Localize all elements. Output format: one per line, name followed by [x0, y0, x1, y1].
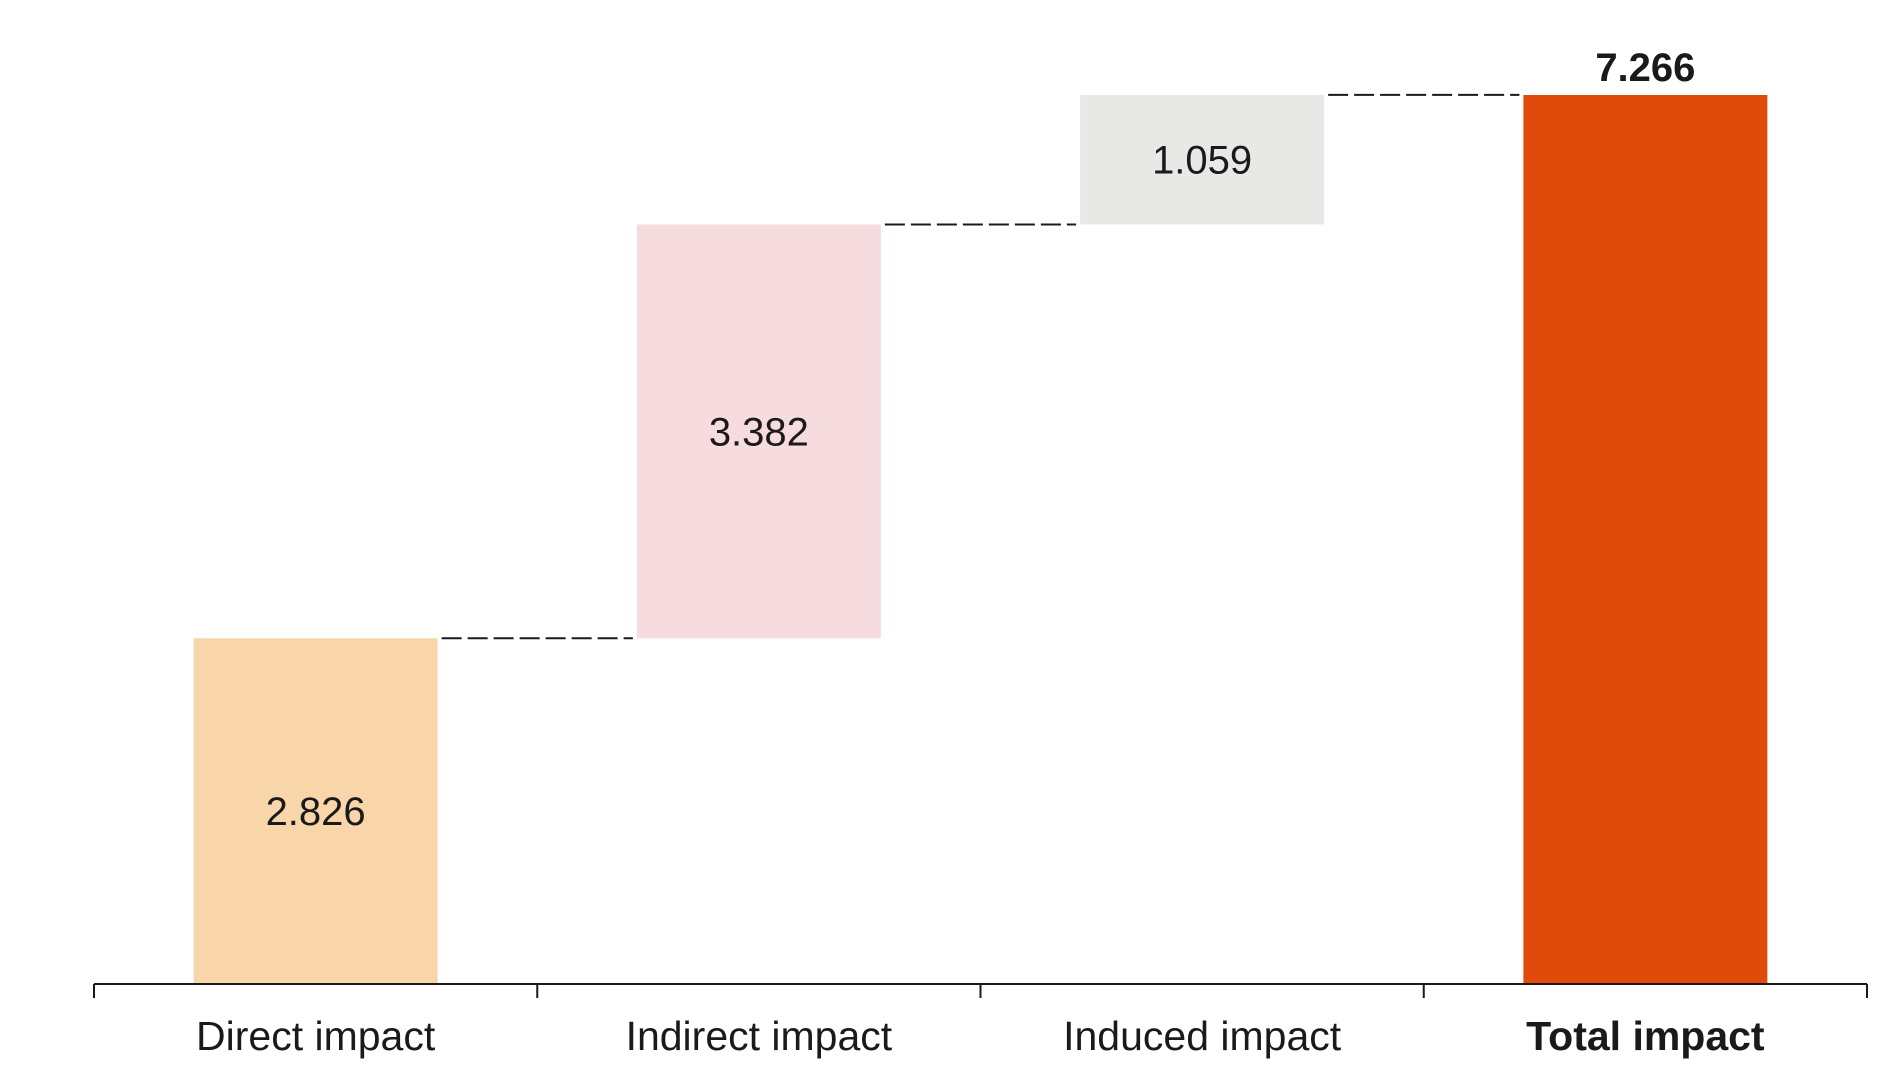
value-label-direct-impact: 2.826: [266, 790, 366, 834]
connector-lines: [441, 93, 1520, 640]
category-label-direct-impact: Direct impact: [196, 1013, 436, 1059]
x-axis-ticks: [93, 984, 1868, 998]
bar-total-impact: [1523, 95, 1768, 984]
category-labels: Direct impact Indirect impact Induced impa…: [196, 1013, 1765, 1059]
bars: [193, 94, 1768, 984]
bar-direct-impact: [193, 638, 438, 984]
value-label-induced-impact: 1.059: [1152, 139, 1252, 183]
value-label-indirect-impact: 3.382: [709, 410, 809, 454]
category-label-total-impact: Total impact: [1526, 1013, 1765, 1059]
category-label-induced-impact: Induced impact: [1063, 1013, 1342, 1059]
bar-indirect-impact: [636, 224, 881, 639]
category-label-indirect-impact: Indirect impact: [626, 1013, 893, 1059]
value-labels: 2.826 3.382 1.059 7.266: [266, 46, 1696, 834]
bar-induced-impact: [1080, 94, 1325, 225]
value-label-total-impact: 7.266: [1595, 46, 1695, 90]
